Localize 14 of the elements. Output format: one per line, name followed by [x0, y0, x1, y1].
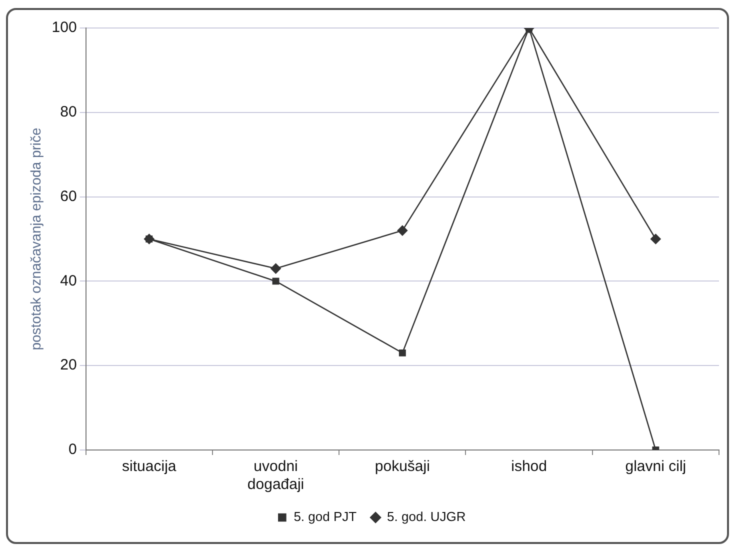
y-tick-label: 100: [52, 19, 77, 36]
y-tick-label: 20: [60, 356, 77, 374]
y-tick-label: 0: [68, 441, 77, 458]
x-tick-label: glavni cilj: [625, 458, 686, 476]
y-tick-label: 40: [60, 272, 77, 290]
x-tick-label: situacija: [122, 458, 177, 476]
y-tick-label: 60: [60, 188, 77, 205]
y-tick-label: 80: [60, 104, 77, 121]
legend-label: 5. god. UJGR: [387, 509, 466, 524]
y-axis-title: postotak označavanja epizoda priče: [27, 127, 44, 350]
x-tick-label: ishod: [511, 458, 547, 476]
x-tick-label: uvodni događaji: [247, 458, 304, 494]
legend-label: 5. god PJT: [294, 509, 357, 524]
x-tick-label: pokušaji: [374, 458, 430, 476]
